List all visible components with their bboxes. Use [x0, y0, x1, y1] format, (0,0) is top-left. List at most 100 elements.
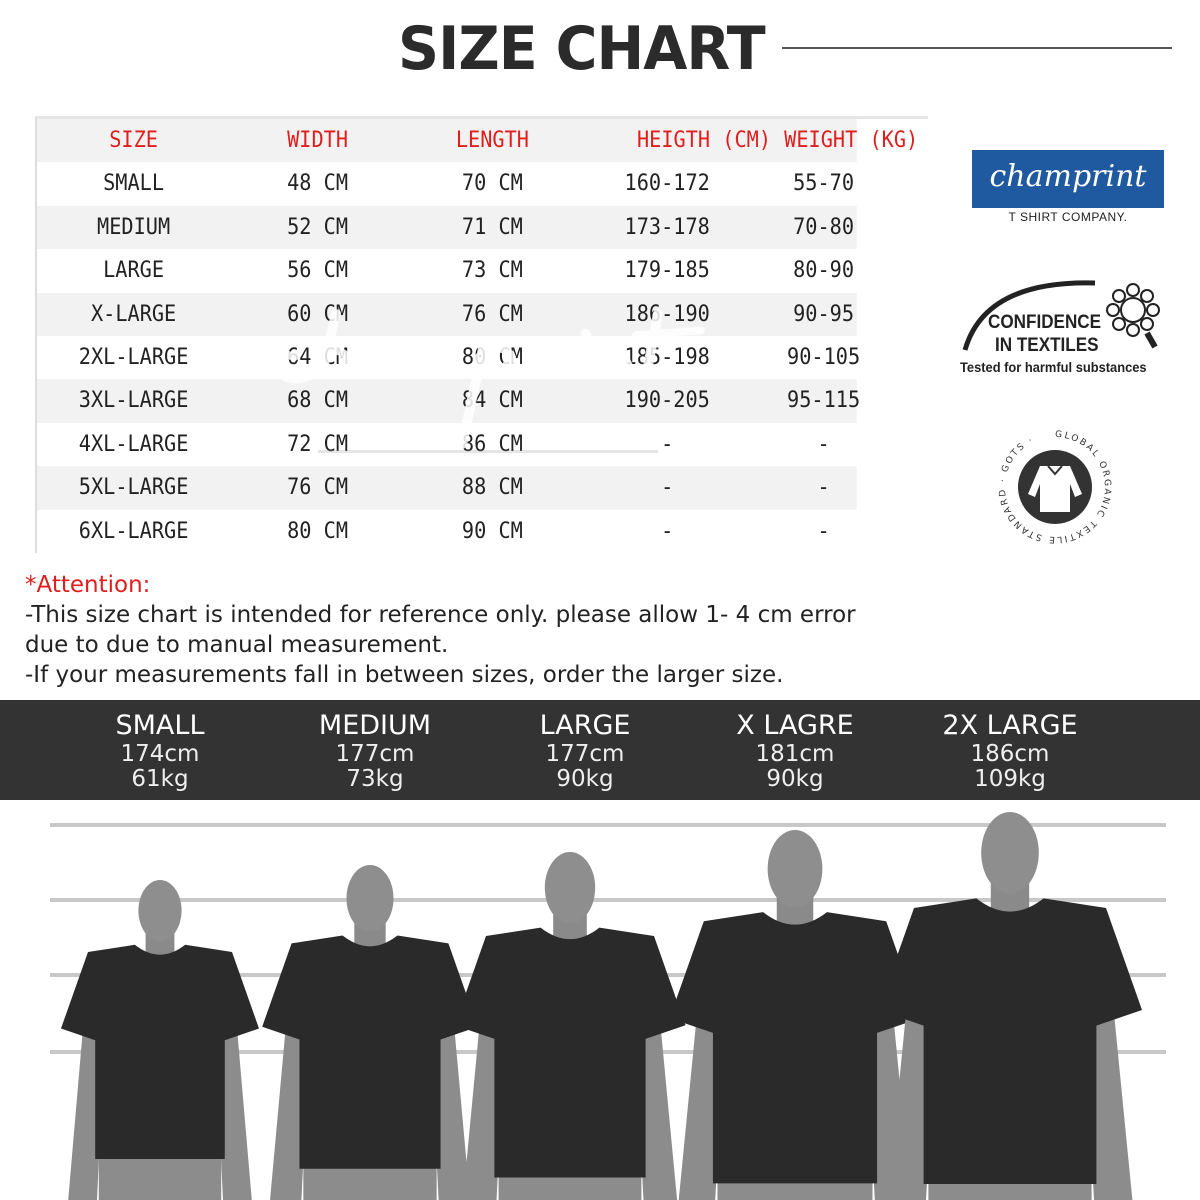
model-stat-large: LARGE 177cm 90kg [485, 710, 685, 792]
model-stat-medium: MEDIUM 177cm 73kg [275, 710, 475, 792]
header-size: SIZE [109, 128, 158, 153]
attention-line: -If your measurements fall in between si… [25, 662, 784, 688]
cell-width: 60 CM [287, 301, 349, 327]
cell-size: 3XL-LARGE [78, 388, 189, 414]
cell-width: 52 CM [287, 214, 349, 240]
header-width: WIDTH [287, 128, 349, 153]
attention-notes: *Attention: -This size chart is intended… [25, 570, 856, 690]
cell-length: 80 CM [461, 344, 523, 370]
cell-height: - [661, 475, 674, 501]
cell-size: MEDIUM [97, 214, 171, 240]
attention-line: -This size chart is intended for referen… [25, 602, 856, 628]
model-stat-small: SMALL 174cm 61kg [60, 710, 260, 792]
table-row: 5XL-LARGE 76 CM 88 CM - - [37, 466, 857, 510]
height-guide-line [50, 823, 1166, 827]
cell-length: 76 CM [461, 301, 523, 327]
cell-width: 48 CM [287, 171, 349, 197]
model-stat-2xlarge: 2X LARGE 186cm 109kg [910, 710, 1110, 792]
cell-weight: 90-105 [787, 344, 861, 370]
cell-width: 64 CM [287, 344, 349, 370]
page-title: SIZE CHART [398, 14, 766, 84]
brand-subtitle: T SHIRT COMPANY. [1008, 210, 1128, 224]
cell-length: 71 CM [461, 214, 523, 240]
model-height: 186cm [970, 741, 1050, 767]
model-height: 177cm [335, 741, 415, 767]
cell-size: SMALL [103, 171, 165, 197]
cell-height: 173-178 [624, 214, 710, 240]
cell-length: 70 CM [461, 171, 523, 197]
model-stat-xlarge: X LAGRE 181cm 90kg [695, 710, 895, 792]
cell-size: 5XL-LARGE [78, 475, 189, 501]
cell-height: 186-190 [624, 301, 710, 327]
cell-width: 68 CM [287, 388, 349, 414]
cell-weight: - [817, 475, 830, 501]
height-guide-line [50, 898, 1166, 902]
model-size: X LAGRE [736, 710, 854, 741]
cell-height: 190-205 [624, 388, 710, 414]
confidence-line-3: Tested for harmful substances [960, 359, 1147, 375]
model-size: 2X LARGE [942, 710, 1078, 741]
head-icon [767, 830, 823, 908]
head-icon [138, 880, 182, 942]
table-row: MEDIUM 52 CM 71 CM 173-178 70-80 [37, 205, 857, 250]
brand-logo: champrint [972, 150, 1164, 208]
model-weight: 90kg [556, 766, 614, 792]
cell-height: 185-198 [624, 344, 710, 370]
tshirt-icon [262, 935, 478, 1169]
model-size: LARGE [539, 710, 631, 741]
model-stats-band [0, 700, 1200, 800]
table-row: X-LARGE 60 CM 76 CM 186-190 90-95 [37, 292, 857, 336]
model-height: 177cm [545, 741, 625, 767]
cell-length: 73 CM [461, 258, 523, 284]
cell-length: 90 CM [461, 518, 523, 544]
attention-line: due to due to manual measurement. [25, 632, 449, 658]
cell-length: 86 CM [461, 431, 523, 457]
model-weight: 90kg [766, 766, 824, 792]
cell-size: 2XL-LARGE [78, 344, 189, 370]
table-header-row: SIZE WIDTH LENGTH HEIGTH (CM) WEIGHT (KG… [37, 119, 918, 163]
cell-width: 76 CM [287, 475, 349, 501]
title-divider [782, 47, 1172, 49]
tshirt-icon [454, 927, 686, 1178]
cell-size: LARGE [103, 258, 165, 284]
head-icon [544, 852, 596, 924]
cell-size: 6XL-LARGE [78, 518, 189, 544]
cell-height: - [661, 518, 674, 544]
tshirt-icon [669, 912, 921, 1184]
cell-height: 160-172 [624, 171, 710, 197]
model-silhouettes [50, 812, 1166, 1200]
header-height: HEIGTH (CM) [636, 128, 772, 153]
cell-size: X-LARGE [90, 301, 177, 327]
cell-length: 84 CM [461, 388, 523, 414]
confidence-line-1: CONFIDENCE [988, 312, 1102, 333]
table-row: SMALL 48 CM 70 CM 160-172 55-70 [37, 162, 857, 206]
head-icon [981, 812, 1039, 894]
cell-weight: 90-95 [793, 301, 855, 327]
size-table: SIZE WIDTH LENGTH HEIGTH (CM) WEIGHT (KG… [35, 116, 928, 553]
cell-width: 56 CM [287, 258, 349, 284]
cell-weight: 70-80 [793, 214, 855, 240]
table-row: 3XL-LARGE 68 CM 84 CM 190-205 95-115 [37, 379, 860, 423]
cell-size: 4XL-LARGE [78, 431, 189, 457]
cell-weight: - [817, 518, 830, 544]
cell-width: 72 CM [287, 431, 349, 457]
cell-weight: - [817, 431, 830, 457]
cell-height: 179-185 [624, 258, 710, 284]
confidence-textiles-icon [962, 280, 1160, 351]
model-size: SMALL [115, 710, 205, 741]
cell-weight: 95-115 [787, 388, 861, 414]
tshirt-icon [61, 944, 259, 1159]
cell-weight: 55-70 [793, 171, 855, 197]
tshirt-icon [878, 898, 1142, 1184]
model-height: 181cm [755, 741, 835, 767]
table-row: LARGE 56 CM 73 CM 179-185 80-90 [37, 249, 857, 293]
head-icon [346, 865, 394, 932]
header-length: LENGTH [455, 128, 529, 153]
cell-weight: 80-90 [793, 258, 855, 284]
cell-width: 80 CM [287, 518, 349, 544]
model-weight: 109kg [974, 766, 1046, 792]
header-weight: WEIGHT (KG) [784, 128, 919, 153]
gots-badge-icon: GLOBAL ORGANIC TEXTILE STANDARD · GOTS · [998, 430, 1110, 544]
model-weight: 73kg [346, 766, 404, 792]
model-size: MEDIUM [318, 710, 432, 741]
